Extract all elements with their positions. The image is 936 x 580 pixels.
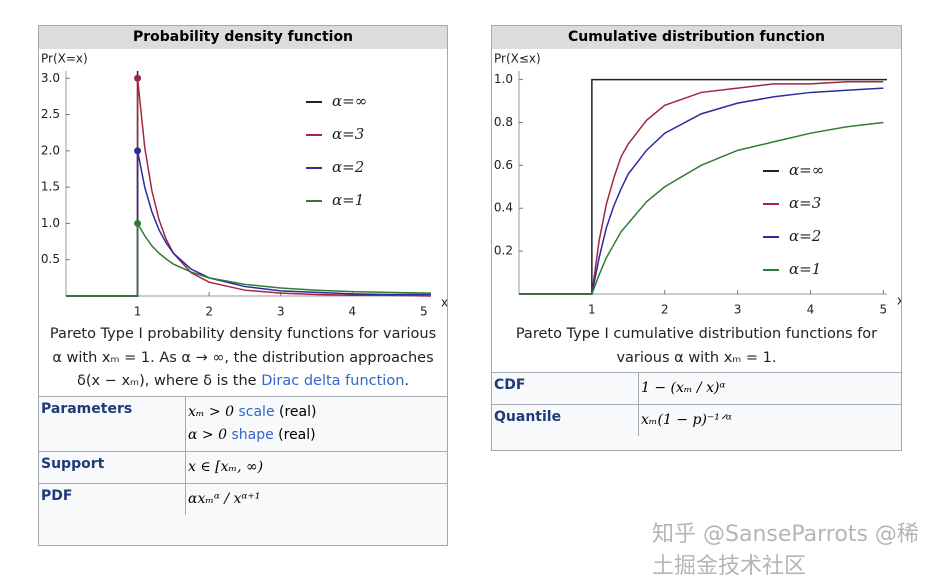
caption-end: . <box>404 373 409 389</box>
math: α > 0 <box>188 426 227 443</box>
row-value: x ∈ [xₘ, ∞) <box>186 451 266 483</box>
series-marker <box>134 219 142 227</box>
caption: Pareto Type I probability density functi… <box>39 321 447 396</box>
legend-label: α=∞ <box>332 92 367 110</box>
x-tick-label: 2 <box>661 303 669 317</box>
series-line <box>519 80 884 295</box>
series-line <box>519 87 884 295</box>
y-axis-label: Pr(X≤x) <box>494 52 541 66</box>
math: xₘ(1 − p)⁻¹ᐟᵅ <box>641 412 732 428</box>
info-row: Quantile xₘ(1 − p)⁻¹ᐟᵅ <box>492 404 901 436</box>
infobox-title: Cumulative distribution function <box>492 26 901 49</box>
y-tick-label: 1.0 <box>494 72 513 86</box>
value-link[interactable]: shape <box>231 426 274 443</box>
value-line: xₘ > 0 scale (real) <box>188 401 316 424</box>
y-tick-label: 2.0 <box>41 143 60 157</box>
info-row: CDF 1 − (xₘ / x)ᵅ <box>492 372 901 404</box>
legend-label: α=1 <box>332 191 364 209</box>
x-tick-label: 5 <box>420 305 428 319</box>
caption: Pareto Type I cumulative distribution fu… <box>492 321 901 372</box>
legend-label: α=3 <box>789 194 821 212</box>
caption-link[interactable]: Dirac delta function <box>261 373 405 389</box>
legend-label: α=2 <box>789 227 821 245</box>
row-value: xₘ > 0 scale (real) α > 0 shape (real) <box>186 396 319 451</box>
x-tick-label: 4 <box>807 303 815 317</box>
caption-text: Pareto Type I cumulative distribution fu… <box>515 326 878 366</box>
info-row: Support x ∈ [xₘ, ∞) <box>39 450 447 483</box>
watermark: 知乎 @SanseParrots @稀土掘金技术社区 <box>652 522 919 579</box>
math: xₘ > 0 <box>188 403 235 420</box>
x-tick-label: 3 <box>734 303 742 317</box>
row-value: αxₘᵅ / xᵅ⁺¹ <box>186 483 263 515</box>
info-row: PDF αxₘᵅ / xᵅ⁺¹ <box>39 482 447 515</box>
infobox: Cumulative distribution function Pr(X≤x) x… <box>491 25 902 451</box>
x-tick-label: 5 <box>880 303 888 317</box>
row-value: xₘ(1 − p)⁻¹ᐟᵅ <box>639 405 734 436</box>
value-note: (real) <box>279 403 317 420</box>
math: 1 − (xₘ / x)ᵅ <box>641 380 726 396</box>
x-tick-label: 4 <box>348 305 356 319</box>
page: 知乎 @SanseParrots @稀土掘金技术社区 (() => { cons… <box>38 25 919 579</box>
row-label: Support <box>39 451 186 483</box>
x-tick-label: 3 <box>277 305 285 319</box>
value-line: xₘ(1 − p)⁻¹ᐟᵅ <box>641 409 732 432</box>
legend-label: α=2 <box>332 158 364 176</box>
infobox-title: Probability density function <box>39 26 447 49</box>
math: x ∈ [xₘ, ∞) <box>188 458 264 475</box>
series-marker <box>134 147 142 155</box>
y-tick-label: 0.6 <box>494 158 513 172</box>
value-line: 1 − (xₘ / x)ᵅ <box>641 377 725 400</box>
chart: Pr(X=x) x 0.5 1.0 1.5 2.0 2.5 3.0 1 2 3 4 5 α=∞ α=3 α=2… <box>39 49 447 321</box>
series-line <box>66 220 432 297</box>
series-line <box>66 71 139 297</box>
row-label: PDF <box>39 483 186 515</box>
x-tick-label: 2 <box>205 305 213 319</box>
y-tick-label: 0.5 <box>41 252 60 266</box>
legend-label: α=3 <box>332 125 364 143</box>
row-label: Parameters <box>39 396 186 451</box>
y-axis-label: Pr(X=x) <box>41 52 88 66</box>
math: αxₘᵅ / xᵅ⁺¹ <box>188 490 261 507</box>
row-value: 1 − (xₘ / x)ᵅ <box>639 373 728 404</box>
row-label: Quantile <box>492 405 639 436</box>
value-line: x ∈ [xₘ, ∞) <box>188 456 263 479</box>
x-axis-label: x <box>441 296 447 310</box>
series-line <box>66 78 432 297</box>
y-tick-label: 1.0 <box>41 216 60 230</box>
y-tick-label: 0.2 <box>494 244 513 258</box>
series-line <box>519 78 887 295</box>
value-note: (real) <box>278 426 316 443</box>
chart: Pr(X≤x) x 0.2 0.4 0.6 0.8 1.0 1 2 3 4 5 α=∞ α=3 α=2 α=1 <box>492 49 901 321</box>
y-tick-label: 3.0 <box>41 71 60 85</box>
x-tick-label: 1 <box>588 303 596 317</box>
legend-label: α=∞ <box>789 161 824 179</box>
row-label: CDF <box>492 373 639 404</box>
y-tick-label: 0.4 <box>494 201 513 215</box>
caption-text: Pareto Type I probability density functi… <box>49 326 437 389</box>
x-axis-label: x <box>897 294 901 308</box>
series-line <box>66 150 431 297</box>
series-line <box>519 121 884 295</box>
legend-label: α=1 <box>789 260 821 278</box>
series-marker <box>134 74 142 82</box>
value-line: αxₘᵅ / xᵅ⁺¹ <box>188 488 260 511</box>
value-line: α > 0 shape (real) <box>188 424 316 447</box>
value-link[interactable]: scale <box>238 403 275 420</box>
x-tick-label: 1 <box>134 305 142 319</box>
y-tick-label: 0.8 <box>494 115 513 129</box>
y-tick-label: 2.5 <box>41 107 60 121</box>
y-tick-label: 1.5 <box>41 180 60 194</box>
infobox: Probability density function Pr(X=x) x 0.5 1… <box>38 25 448 546</box>
info-row: Parameters xₘ > 0 scale (real) α > 0 shape… <box>39 395 447 451</box>
